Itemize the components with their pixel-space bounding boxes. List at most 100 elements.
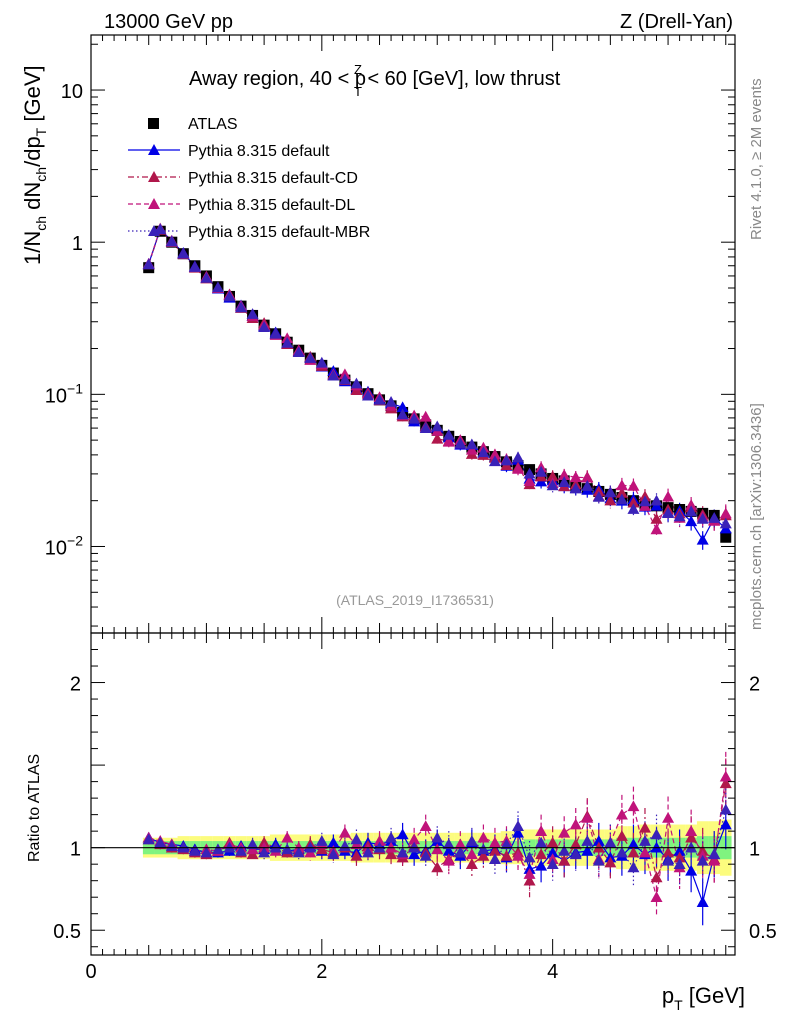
ratio-y-axis-label: Ratio to ATLAS [26,754,43,862]
main-point-pythia-default-mbr [350,377,363,389]
ratio-point-pythia-default-dl [465,848,478,860]
main-point-pythia-default-mbr [581,480,594,491]
ratio-point-pythia-default-dl [408,833,421,845]
main-point-pythia-default-dl [719,507,732,519]
main-point-pythia-default-mbr [685,505,698,517]
main-point-pythia-default-mbr [488,455,501,467]
main-point-pythia-default-mbr [431,420,444,432]
ratio-point-pythia-default-cd [569,838,582,850]
ratio-point-pythia-default-cd [535,848,548,860]
ratio-y-tick-label: 2 [70,674,81,696]
x-tick-label: 4 [547,961,558,983]
ratio-point-pythia-default [696,896,709,907]
header-right: Z (Drell-Yan) [620,11,733,33]
main-point-pythia-default-mbr [442,428,455,440]
main-point-pythia-default-mbr [535,465,548,477]
legend-label-dl: Pythia 8.315 default-DL [188,197,355,214]
ratio-point-pythia-default-dl [627,800,640,812]
ratio-point-pythia-default-dl [512,849,525,861]
ratio-point-pythia-default-mbr [315,835,328,846]
atlas-point [720,531,732,543]
ratio-point-pythia-default-mbr [396,846,409,858]
plot-title: Away region, 40 < pZ T < 60 [GeV], low th… [189,62,561,99]
legend-marker-atlas [148,118,159,129]
ratio-point-pythia-default-cd [350,849,363,861]
main-point-pythia-default-mbr [662,507,675,518]
main-line-pythia-default-cd [148,228,727,521]
main-point-pythia-default-mbr [223,290,236,302]
main-point-pythia-default-mbr [465,438,478,450]
main-point-pythia-default-mbr [385,396,398,407]
main-point-pythia-default-cd [650,512,663,524]
ratio-point-pythia-default-dl [650,891,663,903]
ratio-point-pythia-default-mbr [500,838,513,850]
ratio-point-pythia-default-cd [650,871,663,883]
ratio-y-tick-label: 1 [70,839,81,861]
ratio-point-pythia-default-dl [558,826,571,838]
main-point-pythia-default-mbr [177,247,190,259]
ratio-point-pythia-default [396,828,409,840]
main-point-pythia-default-mbr [708,512,721,523]
x-tick-label: 2 [316,961,327,983]
ratio-point-pythia-default-mbr [200,846,213,858]
main-point-pythia-default-mbr [569,482,582,494]
ratio-point-pythia-default-mbr [211,843,224,855]
ratio-point-pythia-default [327,836,340,848]
ratio-point-pythia-default-cd [673,851,686,863]
ratio-point-pythia-default-dl [419,820,432,831]
main-point-pythia-default-mbr [269,327,282,339]
ratio-point-pythia-default-dl [708,854,721,866]
ratio-point-pythia-default-mbr [638,835,651,846]
legend-marker-cd [148,171,160,182]
main-line-pythia-default-dl [148,227,727,531]
ratio-point-pythia-default [719,818,732,830]
ratio-point-pythia-default-mbr [465,835,478,846]
legend-marker-default [148,144,160,155]
main-point-pythia-default-mbr [361,389,374,401]
main-point-pythia-default-dl [615,479,628,491]
ratio-point-pythia-default-mbr [512,820,525,831]
ratio-point-pythia-default-mbr [454,846,467,858]
main-point-pythia-default-mbr [419,422,432,434]
main-point-pythia-default [396,401,409,413]
rivet-label: Rivet 4.1.0, ≥ 2M events [748,78,765,240]
ratio-point-pythia-default-mbr [615,846,628,858]
mcplots-label: mcplots.cern.ch [arXiv:1306.3436] [748,403,765,630]
main-point-pythia-default-cd [431,432,444,444]
ratio-point-pythia-default-dl [662,811,675,823]
main-point-pythia-default-mbr [627,503,640,514]
ratio-point-pythia-default [408,848,421,860]
main-point-pythia-default-mbr [638,495,651,507]
main-point-pythia-default-dl [685,499,698,510]
ratio-point-pythia-default-dl [581,811,594,823]
ratio-point-pythia-default-dl [281,831,294,843]
ratio-point-pythia-default-mbr [477,843,490,855]
main-point-pythia-default-mbr [696,512,709,524]
main-point-pythia-default-dl [523,475,536,486]
main-line-pythia-default [148,228,727,542]
main-point-pythia-default-mbr [235,301,248,313]
main-point-pythia-default-mbr [338,373,351,385]
x-axis-label: pT [GeV] [662,983,745,1013]
ratio-point-pythia-default-mbr [488,853,501,865]
ratio-panel-frame [90,632,736,956]
ratio-point-pythia-default-cd [685,831,698,843]
ratio-point-pythia-default-cd [465,858,478,869]
ratio-point-pythia-default-mbr [419,849,432,861]
ratio-point-pythia-default [650,841,663,853]
main-y-tick-label: 10−1 [45,380,83,407]
main-point-pythia-default-dl [627,479,640,491]
ratio-point-pythia-default-mbr [246,838,259,850]
main-point-pythia-default-mbr [200,271,213,283]
ratio-point-pythia-default-mbr [569,848,582,860]
legend-label-mbr: Pythia 8.315 default-MBR [188,224,370,241]
main-point-pythia-default-dl [442,435,455,447]
ratio-point-pythia-default-dl [442,854,455,866]
main-point-pythia-default-mbr [558,476,571,487]
main-point-pythia-default-mbr [327,369,340,381]
main-point-pythia-default-dl [662,490,675,502]
ratio-point-pythia-default-cd [604,856,617,868]
x-tick-label: 0 [85,961,96,983]
